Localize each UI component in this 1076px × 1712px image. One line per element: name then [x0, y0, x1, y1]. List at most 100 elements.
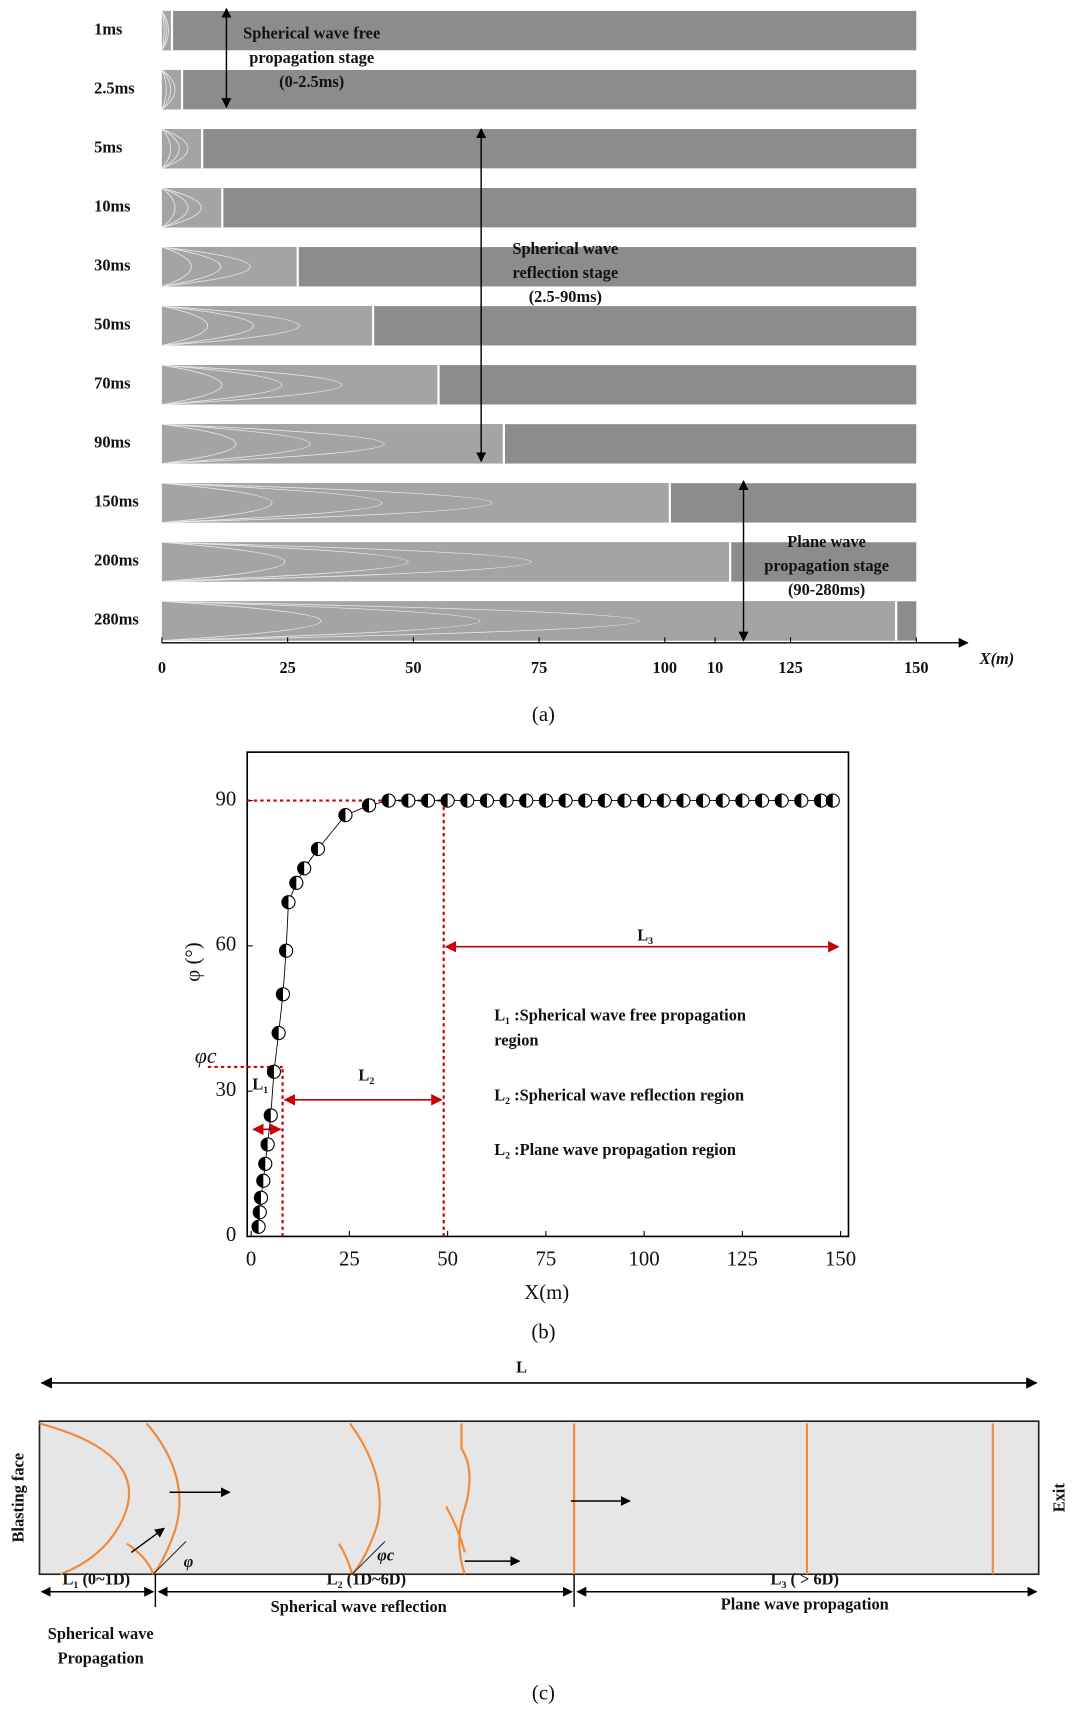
marker-half [382, 794, 389, 808]
marker-half [279, 944, 287, 958]
strip [161, 10, 917, 51]
region-label: L₂ [358, 1066, 374, 1085]
wavefronts [39, 1422, 994, 1576]
left-label: Blasting face [9, 1453, 28, 1543]
point [297, 861, 312, 876]
wavefront [126, 1542, 155, 1575]
disturbed-region [161, 188, 223, 228]
point [519, 793, 534, 808]
marker-half [264, 1108, 271, 1122]
row-label: 70ms [94, 374, 130, 393]
point [338, 807, 353, 823]
wave-arc [161, 364, 342, 405]
marker-half [519, 794, 527, 808]
point [440, 793, 455, 808]
stage-label: reflection stage [513, 263, 619, 282]
x-tick-label: 50 [437, 1247, 458, 1270]
marker-half [558, 794, 566, 808]
wavefront [349, 1422, 381, 1575]
right-label: Exit [1049, 1483, 1068, 1513]
caption: (c) [532, 1681, 555, 1704]
marker-half [276, 987, 283, 1001]
point [715, 793, 730, 808]
wave-arc [161, 482, 273, 524]
point [256, 1173, 271, 1188]
point [258, 1156, 273, 1171]
wavefront [39, 1422, 131, 1576]
diagram: L Blasting face Exit φ φc L₁ (0~1D) Sphe… [9, 1357, 1069, 1704]
region-text: Spherical wave [48, 1624, 154, 1643]
strip [161, 129, 917, 169]
stage-label: propagation stage [249, 48, 374, 67]
point [774, 793, 789, 808]
marker-half [254, 1191, 261, 1205]
point [281, 895, 296, 910]
stage-label: Plane wave [787, 532, 866, 551]
disturbed-region [161, 10, 172, 51]
marker-half [696, 794, 704, 808]
marker-half [261, 1137, 268, 1151]
row-label: 10ms [94, 196, 130, 215]
row-label: 150ms [94, 492, 139, 511]
marker-half [578, 794, 586, 808]
marker-half [775, 794, 782, 808]
stage-label: propagation stage [764, 556, 889, 575]
wave-arc [161, 128, 172, 169]
wave-arc [161, 423, 385, 464]
point [558, 793, 573, 808]
y-tick-label: 0 [226, 1223, 236, 1246]
angle-label: φc [377, 1546, 395, 1565]
row-label: 50ms [94, 315, 130, 334]
caption: (b) [531, 1321, 555, 1344]
point [420, 793, 436, 808]
x-tick-label: 100 [653, 658, 678, 677]
point [597, 793, 612, 808]
legend-text: region [494, 1031, 538, 1050]
stage-label: Spherical wave [512, 239, 618, 258]
marker-half [814, 794, 821, 808]
wave-arc [161, 246, 251, 287]
wave-arc [161, 364, 282, 405]
wave-arc [161, 246, 222, 287]
wave-arc [161, 305, 300, 346]
marker-half [256, 1174, 264, 1188]
x-tick-label: 0 [158, 658, 166, 677]
x-tick-label: 25 [279, 658, 295, 677]
wave-arc [161, 187, 189, 228]
point [656, 793, 671, 808]
marker-half [362, 798, 370, 812]
phi-c-label: φc [195, 1044, 217, 1068]
disturbed-region [161, 365, 439, 405]
y-tick-label: 30 [216, 1078, 237, 1101]
row-label: 30ms [94, 256, 130, 275]
marker-half [826, 794, 833, 808]
row-label: 5ms [94, 137, 122, 156]
disturbed-region [161, 129, 203, 169]
legend-text: L₂ :Spherical wave reflection region [494, 1085, 744, 1104]
row-label: 280ms [94, 610, 139, 629]
point [499, 793, 514, 808]
marker-half [297, 861, 305, 875]
point [263, 1108, 278, 1123]
wavefront [445, 1505, 466, 1553]
wave-arc [161, 600, 481, 642]
angle-label: φ [184, 1552, 194, 1571]
x-tick-label: 150 [904, 658, 929, 677]
wave-arc [161, 600, 322, 642]
point [676, 793, 691, 808]
disturbed-region [161, 542, 731, 582]
marker-half [253, 1205, 260, 1219]
length-label: L [516, 1357, 527, 1376]
tunnel [38, 1420, 1040, 1576]
strip [161, 188, 917, 228]
point [271, 1025, 286, 1041]
wavefront [338, 1543, 354, 1575]
marker-half [716, 794, 723, 808]
marker-half [421, 794, 428, 808]
wave-arc [161, 600, 640, 642]
wave-arc [161, 128, 180, 169]
point [381, 793, 396, 808]
plot-frame [246, 751, 850, 1238]
region-text: Spherical wave reflection [271, 1597, 447, 1616]
